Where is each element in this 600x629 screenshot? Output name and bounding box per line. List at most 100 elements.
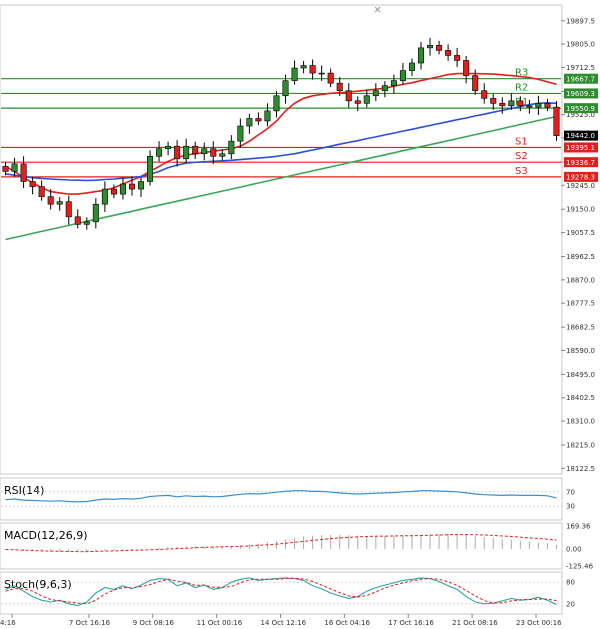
candle: [38, 180, 45, 201]
stoch-k-line: [5, 577, 557, 607]
candle-body: [381, 85, 388, 92]
candle-body: [110, 188, 117, 195]
macd-signal-line: [5, 534, 557, 553]
time-tick-label: 23 Oct 00:16: [516, 619, 562, 627]
price-tick-label: 18777.5: [566, 300, 595, 308]
candle: [436, 40, 443, 55]
candle: [110, 184, 117, 199]
indicator-label: MACD(12,26,9): [4, 529, 88, 542]
candle: [508, 93, 515, 110]
indicator-tick-label: 0.00: [566, 545, 582, 553]
indicator-tick-label: 20: [566, 600, 575, 608]
candle-body: [83, 221, 90, 225]
candle-body: [372, 90, 379, 97]
candle-body: [20, 163, 27, 182]
candle-body: [408, 62, 415, 71]
candle-body: [11, 163, 18, 172]
candle: [544, 98, 551, 112]
time-tick-label: 17 Oct 16:16: [388, 619, 434, 627]
candle-body: [508, 100, 515, 107]
candle: [210, 141, 217, 165]
candle-body: [38, 186, 45, 197]
candle: [246, 113, 253, 134]
candle: [499, 97, 506, 114]
level-price-label: 19278.3: [566, 173, 595, 181]
candle-body: [517, 100, 524, 107]
candle-body: [481, 90, 488, 99]
candle: [92, 198, 99, 229]
level-price-badge: [564, 142, 598, 153]
candle: [74, 209, 81, 229]
main-price-panel: [0, 4, 563, 475]
candle: [427, 37, 434, 56]
price-tick-label: 18495.0: [566, 371, 595, 379]
candle-body: [183, 145, 190, 160]
close-icon[interactable]: [374, 6, 381, 13]
candle: [47, 189, 54, 210]
candle-body: [201, 148, 208, 155]
candle: [147, 150, 154, 186]
price-tick-label: 18682.5: [566, 324, 595, 332]
time-tick-label: 11 Oct 00:16: [197, 619, 243, 627]
level-name-s2: S2: [515, 151, 528, 162]
candle: [490, 93, 497, 110]
candle: [101, 181, 108, 213]
price-tick-label: 19057.5: [566, 229, 595, 237]
level-name-r3: R3: [515, 68, 528, 79]
pivot-level-lines: R319667.7R219609.3R119550.9S119395.1S219…: [1, 68, 598, 182]
candle-body: [119, 183, 126, 195]
level-price-label: 19395.1: [566, 144, 595, 152]
price-tick-label: 18590.0: [566, 347, 595, 355]
indicator-tick-label: 169.36: [566, 523, 591, 531]
candle: [417, 41, 425, 70]
macd-indicator: MACD(12,26,9) 169.36 0.00 -125.46: [4, 523, 594, 571]
candle: [336, 77, 343, 97]
candle: [291, 60, 298, 85]
candle-body: [535, 103, 542, 108]
panel-frames: [0, 4, 563, 615]
candle-body: [399, 70, 406, 81]
rsi-indicator: RSI(14) 70 30: [1, 484, 575, 511]
candle: [219, 149, 226, 161]
candle-body: [318, 72, 325, 75]
candle-body: [436, 45, 443, 51]
candle-body: [128, 183, 135, 190]
candle: [2, 161, 9, 176]
candle-body: [336, 82, 343, 92]
candle: [183, 138, 190, 163]
candle: [201, 142, 208, 161]
candle-body: [156, 148, 163, 157]
candle-body: [354, 100, 361, 104]
candle: [390, 74, 397, 94]
candle-body: [345, 90, 352, 102]
indicator-label: RSI(14): [4, 484, 44, 497]
indicator-tick-label: -125.46: [566, 563, 594, 571]
candle-body: [300, 65, 307, 69]
candle: [363, 89, 370, 108]
rsi-line: [5, 490, 557, 503]
indicator-tick-label: 30: [566, 503, 575, 511]
candle-body: [472, 75, 479, 92]
candle: [472, 69, 479, 95]
price-tick-label: 19897.5: [566, 17, 595, 25]
time-tick-label: 21 Oct 08:16: [452, 619, 498, 627]
candle-body: [445, 50, 452, 56]
level-price-label: 19336.7: [566, 159, 595, 167]
candle: [264, 103, 271, 127]
candle: [517, 96, 524, 112]
level-price-badge: [564, 73, 598, 84]
price-axis: 19897.519805.019712.519617.519525.019432…: [561, 17, 595, 473]
level-price-label: 19609.3: [566, 90, 595, 98]
price-tick-label: 19805.0: [566, 41, 595, 49]
candle-body: [273, 95, 280, 112]
candle-body: [363, 95, 370, 104]
candle: [128, 176, 135, 196]
level-name-s1: S1: [515, 136, 528, 147]
price-tick-label: 18402.5: [566, 394, 595, 402]
level-name-s3: S3: [515, 166, 528, 177]
candle-body: [327, 72, 334, 84]
macd-panel: [0, 522, 563, 570]
candle: [526, 99, 533, 114]
candle-body: [454, 55, 461, 61]
candle: [165, 141, 172, 156]
